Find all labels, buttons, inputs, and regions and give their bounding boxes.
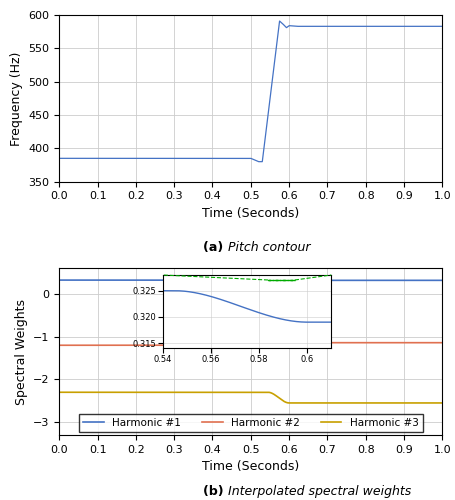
Harmonic #2 [371,340,376,345]
Harmonic #3 [286,400,291,406]
Text: Interpolated spectral weights: Interpolated spectral weights [228,484,410,498]
Harmonic #2 [305,340,310,345]
Harmonic #1 [126,277,131,283]
Harmonic #1 [286,278,291,283]
Harmonic #3 [439,400,444,406]
Line: Harmonic #2: Harmonic #2 [59,342,441,345]
Harmonic #2 [439,340,444,345]
Text: (a): (a) [203,241,228,254]
Harmonic #3 [305,400,310,406]
Harmonic #2 [202,342,208,348]
Harmonic #1 [342,278,347,283]
Text: Pitch contour: Pitch contour [228,241,310,254]
Harmonic #1 [286,278,291,283]
Harmonic #1 [202,277,208,283]
Legend: Harmonic #1, Harmonic #2, Harmonic #3: Harmonic #1, Harmonic #2, Harmonic #3 [79,414,422,432]
Harmonic #1 [439,278,444,283]
Text: (b): (b) [202,484,228,498]
Harmonic #2 [286,340,291,345]
Harmonic #2 [286,340,291,345]
Harmonic #3 [202,390,208,396]
Harmonic #3 [371,400,376,406]
X-axis label: Time (Seconds): Time (Seconds) [202,460,299,473]
Harmonic #2 [126,342,131,348]
Y-axis label: Frequency (Hz): Frequency (Hz) [10,51,23,146]
Y-axis label: Spectral Weights: Spectral Weights [15,298,27,405]
Harmonic #3 [56,390,62,396]
Harmonic #3 [342,400,347,406]
Harmonic #2 [342,340,347,345]
Harmonic #2 [56,342,62,348]
Line: Harmonic #3: Harmonic #3 [59,392,441,403]
X-axis label: Time (Seconds): Time (Seconds) [202,207,299,220]
Harmonic #1 [56,277,62,283]
Harmonic #1 [371,278,376,283]
Harmonic #3 [126,390,131,396]
Harmonic #3 [286,400,291,406]
Harmonic #1 [305,278,310,283]
